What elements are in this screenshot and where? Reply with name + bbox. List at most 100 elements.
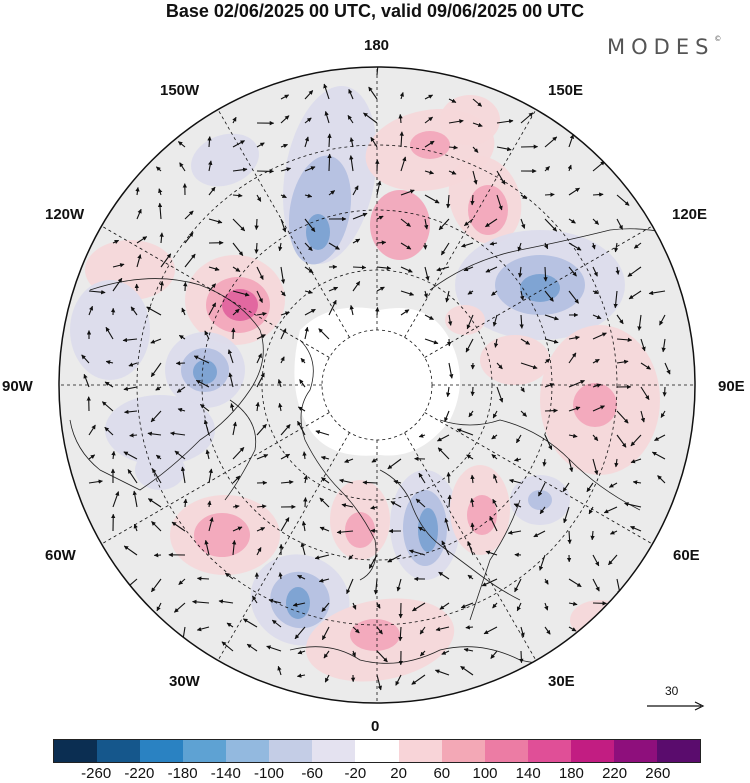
wind-arrow [496,386,504,403]
colorbar-tick-label: 220 [602,765,628,782]
colorbar-swatch [54,740,98,762]
colorbar-swatch [269,740,313,762]
wind-arrow [112,491,120,508]
wind-arrow [112,239,120,245]
colorbar-tick-label: -180 [167,765,198,782]
wind-arrow [280,290,286,297]
wind-arrow [418,433,426,438]
wind-arrow [88,479,103,484]
wind-arrow [616,314,624,325]
wind-arrow [328,286,339,292]
wind-arrow [493,338,499,348]
wind-arrow [424,338,439,345]
wind-arrow [352,212,368,220]
wind-arrow [470,522,475,532]
wind-arrow [321,626,330,641]
wind-arrow [520,112,534,124]
wind-arrow [203,419,210,436]
wind-arrow [613,242,619,253]
wind-arrow [376,286,385,292]
wind-arrow [349,155,354,172]
wind-arrow [368,554,378,569]
wind-arrow [637,314,642,331]
wind-arrow [228,372,234,388]
wind-arrow [232,218,246,232]
wind-arrow [297,650,306,655]
wind-arrow [88,305,94,316]
wind-arrow [496,194,503,211]
anomaly-contour [345,512,375,548]
wind-arrow [568,352,577,364]
wind-arrow [520,410,527,417]
wind-arrow [83,373,90,388]
wind-arrow [328,242,340,250]
wind-arrow [147,431,162,436]
wind-arrow [387,554,402,563]
wind-arrow [390,501,402,508]
wind-arrow [400,156,407,172]
wind-arrow [376,180,382,196]
wind-arrow [319,497,330,508]
wind-arrow [232,504,240,509]
wind-arrow [277,665,282,676]
colorbar-swatch [97,740,141,762]
wind-arrow [232,167,248,172]
wind-arrow [588,506,594,515]
wind-arrow [520,362,538,370]
wind-arrow [492,410,498,419]
wind-arrow [489,515,498,532]
anomaly-contour [410,131,450,159]
wind-arrow [632,480,642,485]
wind-arrow [256,454,269,460]
wind-arrow [424,116,433,124]
chart-title: Base 02/06/2025 00 UTC, valid 09/06/2025… [165,1,585,21]
wind-arrow [496,119,514,124]
wind-arrow [485,266,498,273]
wind-arrow [178,578,186,586]
wind-arrow [544,314,559,321]
wind-arrow [614,458,619,468]
wind-arrow [181,307,186,316]
wind-arrow [592,554,600,567]
wind-arrow [178,141,186,148]
wind-arrow [446,471,451,484]
wind-arrow [321,602,330,612]
wind-arrow [150,362,162,377]
wind-arrow [400,290,415,296]
wind-arrow [467,574,474,580]
wind-arrow [207,136,212,148]
wind-arrow [200,403,210,412]
wind-arrow [155,166,162,172]
colorbar-swatch [656,740,700,762]
wind-arrow [640,386,650,401]
wind-arrow [616,218,623,230]
wind-arrow [398,626,403,642]
wind-arrow [418,526,426,532]
wind-arrow [150,338,162,344]
wind-arrow [492,314,498,327]
wind-arrow [400,189,415,196]
coastline [469,499,521,621]
colorbar-swatch [484,740,528,762]
wind-arrow [507,530,522,535]
wind-arrow [608,482,618,488]
wind-arrow [328,190,336,196]
wind-arrow [424,170,434,175]
wind-arrow [183,498,188,508]
wind-arrow [491,290,498,296]
wind-arrow [347,115,354,124]
wind-arrow [608,554,618,566]
lon-label-120w: 120W [45,206,85,223]
wind-arrow [105,326,114,340]
wind-arrow [352,626,360,634]
wind-arrow [544,578,549,585]
colorbar-tick-label: 140 [515,765,541,782]
wind-arrow [278,572,283,580]
wind-arrow [616,359,629,365]
wind-arrow [104,426,114,436]
wind-arrow [496,170,506,185]
wind-arrow [465,625,474,630]
wind-arrow [251,595,258,604]
wind-arrow [230,403,235,412]
wind-arrow [398,114,403,124]
